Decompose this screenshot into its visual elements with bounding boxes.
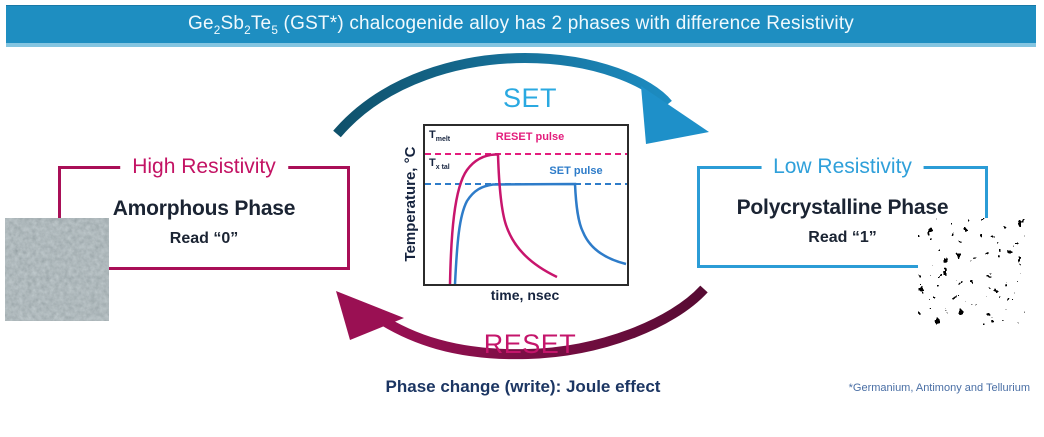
t-xtal-label: Tx tal [429,157,450,172]
chart-curves [425,153,627,284]
y-axis-label: Temperature, °C [402,146,419,262]
set-cycle-label: SET [502,83,557,113]
temperature-time-chart: Tmelt Tx tal RESET pulse SET pulse [423,124,629,286]
x-axis-label: time, nsec [490,287,560,303]
amorphous-texture-image [5,218,109,321]
high-resistivity-body: Amorphous Phase Read “0” [61,169,347,267]
low-resistivity-title: Low Resistivity [761,155,924,179]
amorphous-phase-label: Amorphous Phase [112,196,296,220]
banner-title: Ge2Sb2Te5 (GST*) chalcogenide alloy has … [187,12,855,37]
joule-effect-caption: Phase change (write): Joule effect [385,377,661,396]
t-melt-label: Tmelt [429,129,451,144]
read-0-label: Read “0” [169,229,239,247]
header-banner: Ge2Sb2Te5 (GST*) chalcogenide alloy has … [6,5,1036,47]
polycrystalline-texture-image [918,218,1025,325]
set-pulse-label: SET pulse [549,165,603,177]
read-1-label: Read “1” [808,228,877,246]
reset-pulse-label: RESET pulse [495,131,565,143]
polycrystalline-phase-label: Polycrystalline Phase [736,195,949,219]
low-resistivity-panel: Low Resistivity Polycrystalline Phase Re… [697,155,988,268]
low-resistivity-body: Polycrystalline Phase Read “1” [700,169,985,265]
set-pulse-curve [453,182,627,284]
high-resistivity-title: High Resistivity [120,155,288,179]
reset-cycle-label: RESET [483,329,577,359]
reset-pulse-curve [448,153,558,284]
gst-footnote: *Germanium, Antimony and Tellurium [848,382,1030,394]
